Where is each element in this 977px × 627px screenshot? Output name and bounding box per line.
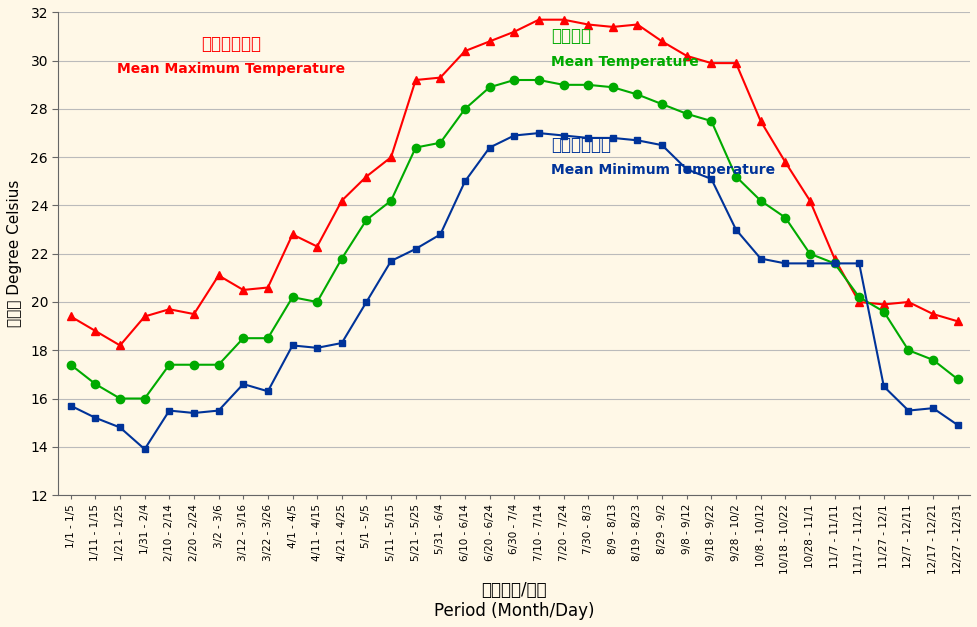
Y-axis label: 攝氏度 Degree Celsius: 攝氏度 Degree Celsius	[7, 180, 21, 327]
Text: Mean Maximum Temperature: Mean Maximum Temperature	[117, 62, 345, 76]
Text: Mean Minimum Temperature: Mean Minimum Temperature	[551, 163, 776, 177]
Text: 平均最高氣溫: 平均最高氣溫	[201, 34, 261, 53]
Text: Mean Temperature: Mean Temperature	[551, 55, 699, 68]
Text: 平均最低氣溫: 平均最低氣溫	[551, 136, 612, 154]
Text: 平均氣溫: 平均氣溫	[551, 28, 591, 45]
X-axis label: 期間（月/日）
Period (Month/Day): 期間（月/日） Period (Month/Day)	[434, 581, 594, 620]
